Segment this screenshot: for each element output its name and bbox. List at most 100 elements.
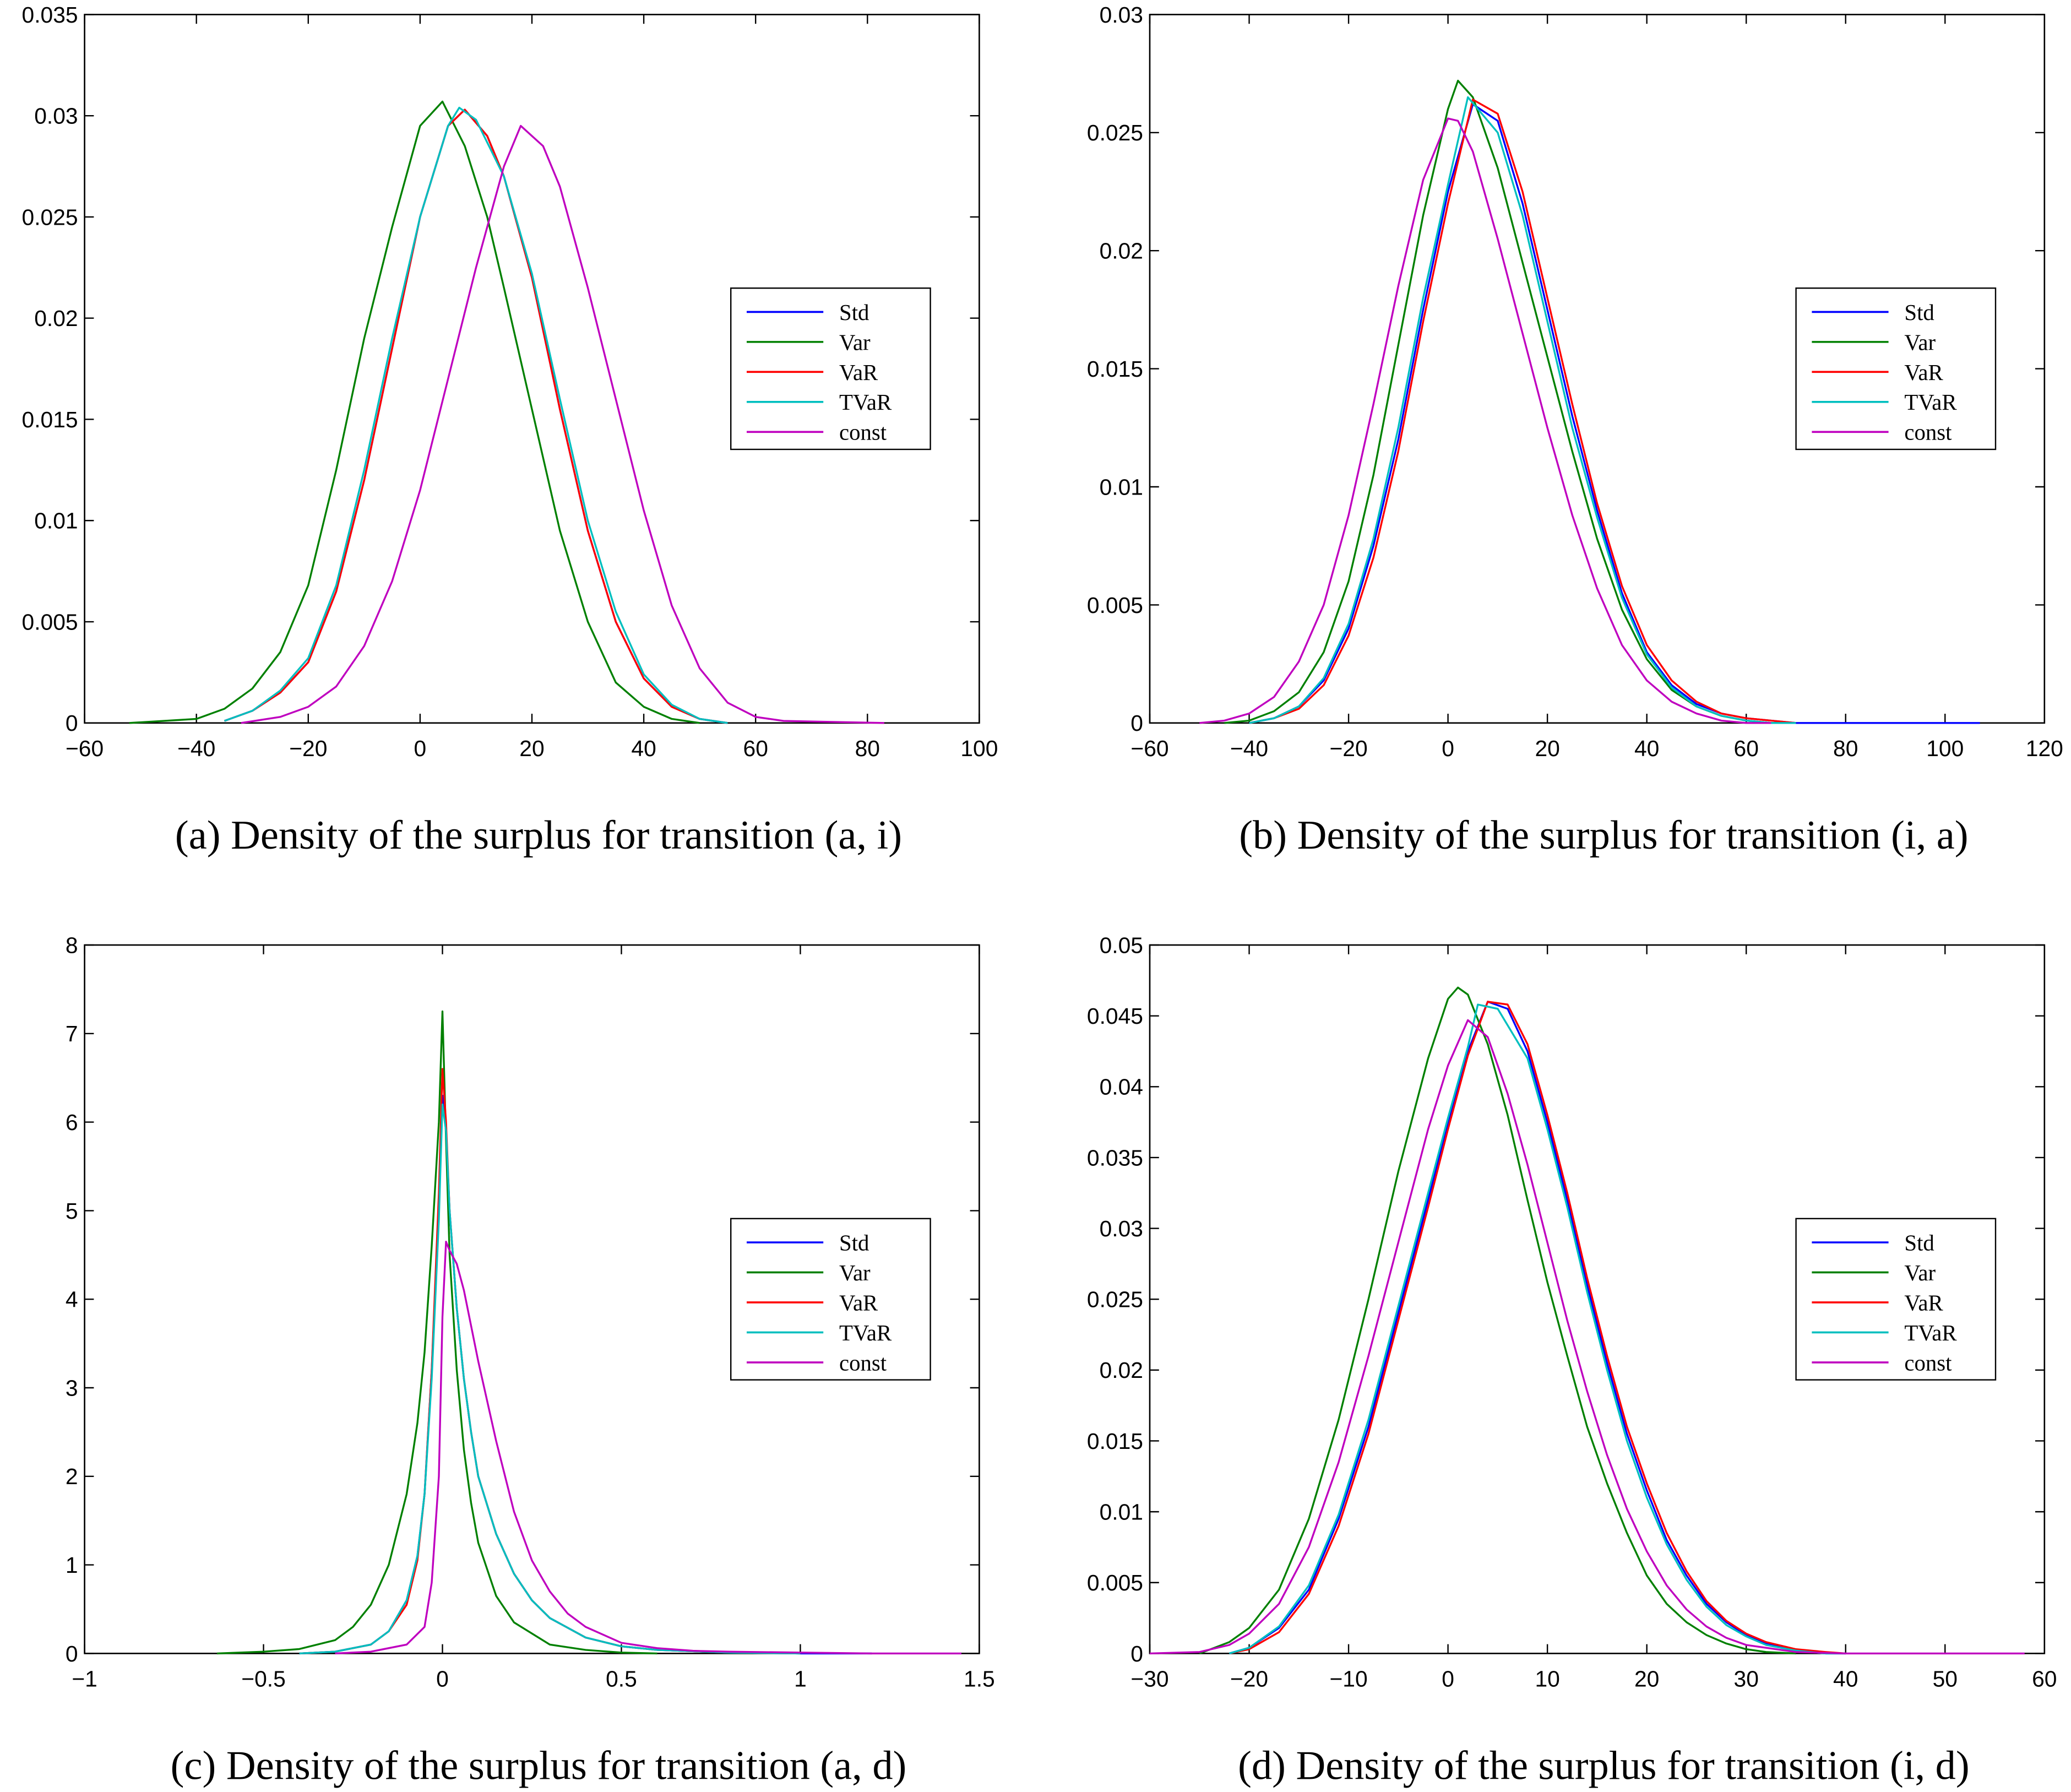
- x-tick-label: 50: [1933, 1666, 1958, 1691]
- legend: Std Var VaR TVaR const: [1795, 287, 1997, 450]
- legend-box: [730, 287, 931, 450]
- x-tick-label: 0.5: [606, 1666, 637, 1691]
- figure-caption: (d) Density of the surplus for transitio…: [1238, 1743, 1970, 1788]
- caption-text: Density of the surplus for transition: [231, 813, 814, 858]
- y-tick-label: 0.025: [22, 204, 78, 230]
- legend-label-std: Std: [1904, 300, 1934, 325]
- caption-math: (i, d): [1890, 1743, 1970, 1788]
- caption-text: Density of the surplus for transition: [1297, 813, 1881, 858]
- y-tick-label: 0.03: [34, 104, 78, 129]
- caption-label: (b): [1239, 813, 1287, 858]
- x-tick-label: 60: [743, 736, 768, 761]
- legend-label-const: const: [839, 1350, 887, 1375]
- legend-label-var: Var: [1904, 330, 1936, 355]
- x-tick-label: −60: [1130, 736, 1168, 761]
- legend-label-tvar: TVaR: [839, 390, 892, 415]
- y-tick-label: 0: [66, 710, 78, 736]
- x-tick-label: 100: [1926, 736, 1964, 761]
- y-tick-label: 8: [66, 932, 78, 958]
- x-tick-label: 20: [1634, 1666, 1659, 1691]
- caption-text: Density of the surplus for transition: [1296, 1743, 1880, 1788]
- x-tick-label: −20: [1230, 1666, 1268, 1691]
- chart-panel-d: −30 −20 −10 0 10 20 30 40 50 60 0 0.005 0.01 0.015 0.0…: [1087, 932, 2057, 1788]
- y-tick-label: 6: [66, 1110, 78, 1135]
- legend-label-var: VaR: [839, 1290, 878, 1315]
- y-tick-label: 0: [1130, 710, 1143, 736]
- legend-label-tvar: TVaR: [839, 1321, 892, 1345]
- y-tick-label: 0.005: [1087, 593, 1143, 618]
- x-tick-label: −10: [1329, 1666, 1367, 1691]
- legend: Std Var VaR TVaR const: [730, 287, 931, 450]
- x-tick-label: 40: [1833, 1666, 1858, 1691]
- y-tick-label: 0: [66, 1641, 78, 1666]
- caption-math: (i, a): [1891, 813, 1968, 858]
- legend-box: [1795, 287, 1997, 450]
- y-tick-label: 0.02: [1100, 1357, 1143, 1383]
- x-tick-label: 80: [1833, 736, 1858, 761]
- chart-panel-a: −60 −40 −20 0 20 40 60 80 100 0 0.005 0.01 0.015 0.02…: [22, 2, 998, 858]
- x-tick-label: 40: [1634, 736, 1659, 761]
- x-tick-label: 0: [436, 1666, 449, 1691]
- x-tick-label: 120: [2026, 736, 2063, 761]
- x-tick-label: 100: [960, 736, 998, 761]
- legend: Std Var VaR TVaR const: [730, 1218, 931, 1381]
- x-tick-label: −60: [66, 736, 104, 761]
- caption-math: (a, d): [820, 1743, 906, 1788]
- chart-panel-b: −60 −40 −20 0 20 40 60 80 100 120 0 0.005 0.01 0.015 0…: [1087, 2, 2063, 858]
- legend-label-const: const: [839, 420, 887, 445]
- chart-panel-c: −1 −0.5 0 0.5 1 1.5 0 1 2 3 4 5 6 7 8 Std Var VaR TVaR cons…: [66, 932, 995, 1788]
- caption-text: Density of the surplus for transition: [226, 1743, 810, 1788]
- legend-label-var: Var: [839, 330, 871, 355]
- series-line-var: [224, 108, 728, 724]
- y-tick-label: 0.005: [22, 609, 78, 634]
- y-tick-label: 0: [1130, 1641, 1143, 1666]
- figure-caption: (c) Density of the surplus for transitio…: [171, 1743, 907, 1788]
- x-tick-label: −20: [289, 736, 327, 761]
- legend-label-var: Var: [1904, 1261, 1936, 1285]
- figure-caption: (a) Density of the surplus for transitio…: [175, 813, 902, 858]
- x-tick-label: −40: [1230, 736, 1268, 761]
- x-tick-label: −20: [1329, 736, 1367, 761]
- x-tick-label: 0: [414, 736, 427, 761]
- x-tick-label: 20: [519, 736, 544, 761]
- x-tick-label: 20: [1535, 736, 1559, 761]
- series-line-var: [1249, 99, 1796, 724]
- x-tick-label: 30: [1734, 1666, 1759, 1691]
- legend-label-tvar: TVaR: [1904, 1321, 1957, 1345]
- y-tick-label: 0.02: [1100, 238, 1143, 264]
- x-tick-label: −0.5: [241, 1666, 286, 1691]
- y-tick-label: 7: [66, 1021, 78, 1046]
- y-tick-label: 0.01: [34, 508, 78, 534]
- legend-label-std: Std: [839, 300, 869, 325]
- series-line-std: [1229, 1001, 1846, 1655]
- legend-label-std: Std: [1904, 1230, 1934, 1255]
- series-line-var: [129, 100, 700, 724]
- legend-label-var: VaR: [1904, 360, 1943, 385]
- y-tick-label: 0.015: [1087, 1429, 1143, 1454]
- caption-label: (d): [1238, 1743, 1286, 1788]
- legend-box: [1795, 1218, 1997, 1381]
- y-tick-label: 0.05: [1100, 932, 1143, 958]
- y-tick-label: 0.015: [22, 407, 78, 432]
- y-tick-label: 2: [66, 1464, 78, 1489]
- legend-box: [730, 1218, 931, 1381]
- x-tick-label: 40: [631, 736, 656, 761]
- y-tick-label: 3: [66, 1375, 78, 1400]
- series-line-tvar: [1229, 1003, 1846, 1655]
- caption-math: (a, i): [825, 813, 902, 858]
- y-tick-label: 0.025: [1087, 1287, 1143, 1312]
- series-line-const: [241, 124, 884, 724]
- series-line-tvar: [224, 106, 728, 724]
- series-line-tvar: [299, 1103, 801, 1655]
- y-tick-label: 0.01: [1100, 474, 1143, 499]
- legend-label-std: Std: [839, 1230, 869, 1255]
- y-tick-label: 0.045: [1087, 1003, 1143, 1029]
- series-line-const: [335, 1241, 961, 1655]
- y-tick-label: 0.005: [1087, 1570, 1143, 1595]
- y-tick-label: 0.03: [1100, 1216, 1143, 1241]
- figure-caption: (b) Density of the surplus for transitio…: [1239, 813, 1968, 858]
- x-tick-label: 10: [1535, 1666, 1559, 1691]
- y-tick-label: 0.025: [1087, 120, 1143, 145]
- series-line-var: [1229, 1001, 1846, 1655]
